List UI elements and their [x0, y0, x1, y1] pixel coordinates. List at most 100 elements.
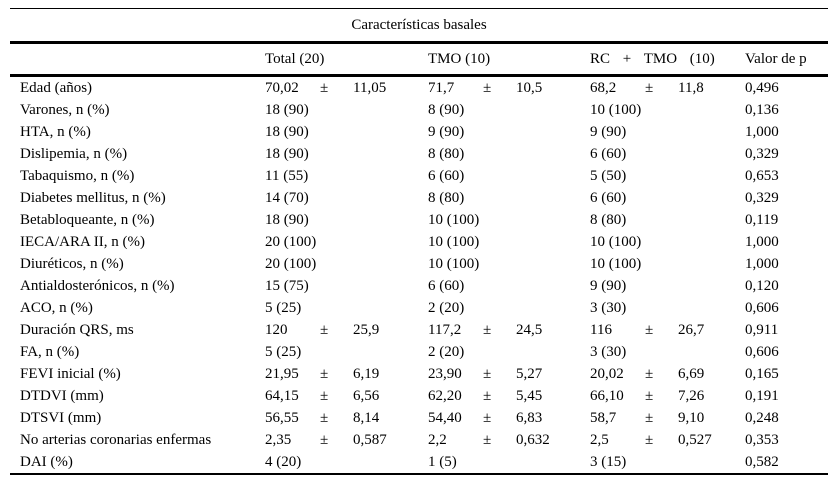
row-label: FA, n (%)	[20, 343, 80, 360]
sd-value: 11,05	[353, 79, 387, 96]
plus-minus-sign: ±	[320, 409, 329, 426]
cell-p-value: 0,606	[745, 343, 779, 360]
row-label: DTDVI (mm)	[20, 387, 104, 404]
table-row: Antialdosterónicos, n (%) 15 (75) 6 (60)…	[10, 275, 828, 297]
header-tmo: TMO (10)	[428, 51, 491, 67]
sd-value: 9,10	[678, 409, 705, 426]
plus-minus-sign: ±	[645, 365, 654, 382]
mean-value: 62,20	[428, 387, 462, 404]
mean-value: 20,02	[590, 365, 624, 382]
row-label: Betabloqueante, n (%)	[20, 211, 155, 228]
mean-value: 66,10	[590, 387, 624, 404]
cell-tmo: 6 (60)	[428, 277, 465, 294]
row-label: Diuréticos, n (%)	[20, 255, 124, 272]
sd-value: 5,45	[516, 387, 543, 404]
table-row: No arterias coronarias enfermas 2,35 ±0,5…	[10, 429, 828, 451]
header-p-value: Valor de p	[745, 51, 807, 67]
mean-value: 120	[265, 321, 288, 338]
cell-total: 15 (75)	[265, 277, 309, 294]
cell-p-value: 0,165	[745, 365, 779, 382]
cell-total: 56,55 ±8,14	[265, 410, 428, 427]
cell-p-value: 0,136	[745, 101, 779, 118]
table-row: ACO, n (%) 5 (25) 2 (20) 3 (30) 0,606	[10, 297, 828, 319]
cell-p-value: 0,582	[745, 453, 779, 470]
cell-rc-tmo: 6 (60)	[590, 145, 627, 162]
cell-rc-tmo: 10 (100)	[590, 101, 642, 118]
sd-value: 6,56	[353, 387, 380, 404]
plus-minus-sign: ±	[483, 321, 492, 338]
cell-tmo: 71,7 ±10,5	[428, 80, 590, 97]
cell-tmo: 8 (80)	[428, 189, 465, 206]
mean-value: 64,15	[265, 387, 299, 404]
cell-p-value: 0,119	[745, 211, 779, 228]
table-row: DAI (%) 4 (20) 1 (5) 3 (15) 0,582	[10, 451, 828, 473]
cell-tmo: 1 (5)	[428, 453, 457, 470]
cell-rc-tmo: 3 (30)	[590, 299, 627, 316]
cell-total: 120 ±25,9	[265, 322, 428, 339]
cell-rc-tmo: 5 (50)	[590, 167, 627, 184]
sd-value: 8,14	[353, 409, 380, 426]
plus-minus-sign: ±	[483, 365, 492, 382]
cell-total: 20 (100)	[265, 233, 317, 250]
plus-minus-sign: ±	[320, 431, 329, 448]
table-body: Edad (años) 70,02 ±11,05 71,7 ±10,5 68,2 ±1…	[10, 77, 828, 475]
cell-tmo: 2 (20)	[428, 343, 465, 360]
table-row: FEVI inicial (%) 21,95 ±6,19 23,90 ±5,27 2…	[10, 363, 828, 385]
cell-tmo: 10 (100)	[428, 233, 480, 250]
cell-total: 18 (90)	[265, 101, 309, 118]
cell-rc-tmo: 68,2 ±11,8	[590, 80, 745, 97]
cell-rc-tmo: 6 (60)	[590, 189, 627, 206]
plus-minus-sign: ±	[483, 409, 492, 426]
cell-p-value: 0,911	[745, 321, 779, 338]
header-total: Total (20)	[265, 51, 325, 67]
cell-rc-tmo: 3 (15)	[590, 453, 627, 470]
cell-rc-tmo: 10 (100)	[590, 233, 642, 250]
cell-total: 5 (25)	[265, 299, 302, 316]
cell-rc-tmo: 9 (90)	[590, 123, 627, 140]
table-row: Diabetes mellitus, n (%) 14 (70) 8 (80) …	[10, 187, 828, 209]
row-label: ACO, n (%)	[20, 299, 93, 316]
sd-value: 5,27	[516, 365, 543, 382]
cell-total: 21,95 ±6,19	[265, 366, 428, 383]
cell-tmo: 6 (60)	[428, 167, 465, 184]
sd-value: 26,7	[678, 321, 705, 338]
cell-p-value: 1,000	[745, 233, 779, 250]
sd-value: 7,26	[678, 387, 705, 404]
mean-value: 2,5	[590, 431, 609, 448]
cell-rc-tmo: 66,10 ±7,26	[590, 388, 745, 405]
cell-total: 2,35 ±0,587	[265, 432, 428, 449]
cell-rc-tmo: 10 (100)	[590, 255, 642, 272]
row-label: Dislipemia, n (%)	[20, 145, 128, 162]
cell-tmo: 9 (90)	[428, 123, 465, 140]
cell-tmo: 62,20 ±5,45	[428, 388, 590, 405]
cell-tmo: 23,90 ±5,27	[428, 366, 590, 383]
cell-p-value: 0,191	[745, 387, 779, 404]
plus-minus-sign: ±	[645, 321, 654, 338]
cell-p-value: 0,353	[745, 431, 779, 448]
cell-rc-tmo: 58,7 ±9,10	[590, 410, 745, 427]
row-label: Diabetes mellitus, n (%)	[20, 189, 166, 206]
plus-minus-sign: ±	[320, 321, 329, 338]
row-label: Edad (años)	[20, 79, 93, 96]
cell-p-value: 0,653	[745, 167, 779, 184]
cell-p-value: 0,606	[745, 299, 779, 316]
mean-value: 2,2	[428, 431, 447, 448]
mean-value: 68,2	[590, 79, 617, 96]
plus-minus-sign: ±	[645, 387, 654, 404]
cell-tmo: 117,2 ±24,5	[428, 322, 590, 339]
cell-rc-tmo: 2,5 ±0,527	[590, 432, 745, 449]
cell-total: 18 (90)	[265, 211, 309, 228]
table-row: HTA, n (%) 18 (90) 9 (90) 9 (90) 1,000	[10, 121, 828, 143]
cell-tmo: 8 (80)	[428, 145, 465, 162]
sd-value: 10,5	[516, 79, 543, 96]
sd-value: 24,5	[516, 321, 543, 338]
mean-value: 117,2	[428, 321, 462, 338]
mean-value: 2,35	[265, 431, 292, 448]
mean-value: 21,95	[265, 365, 299, 382]
sd-value: 6,19	[353, 365, 380, 382]
mean-value: 56,55	[265, 409, 299, 426]
cell-rc-tmo: 3 (30)	[590, 343, 627, 360]
cell-total: 11 (55)	[265, 167, 309, 184]
table-row: Betabloqueante, n (%) 18 (90) 10 (100) 8…	[10, 209, 828, 231]
cell-tmo: 10 (100)	[428, 255, 480, 272]
